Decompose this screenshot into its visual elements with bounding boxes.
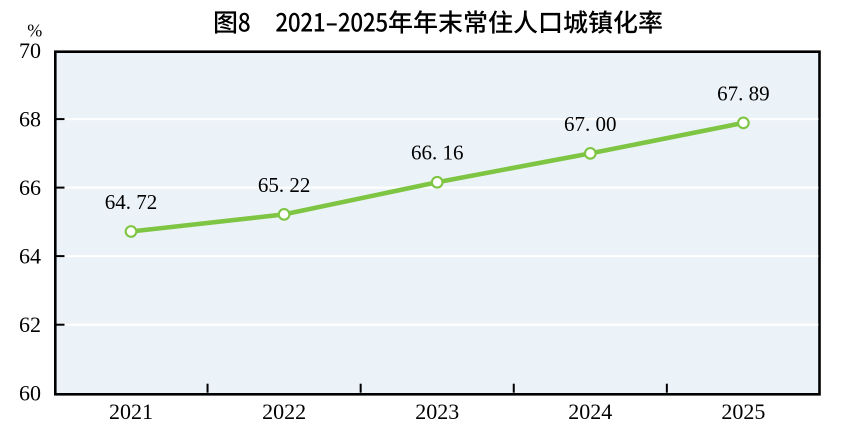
svg-text:%: % [27, 20, 42, 40]
svg-text:67. 00: 67. 00 [564, 112, 617, 136]
svg-text:64: 64 [19, 243, 41, 268]
svg-text:65. 22: 65. 22 [258, 173, 311, 197]
svg-text:2025: 2025 [721, 399, 765, 424]
svg-text:2024: 2024 [568, 399, 612, 424]
svg-text:64. 72: 64. 72 [105, 190, 158, 214]
svg-text:66. 16: 66. 16 [411, 141, 464, 165]
svg-text:62: 62 [19, 312, 41, 337]
svg-text:2021: 2021 [109, 399, 153, 424]
svg-text:68: 68 [19, 106, 41, 131]
svg-text:66: 66 [19, 175, 41, 200]
svg-text:60: 60 [19, 380, 41, 405]
svg-text:2022: 2022 [262, 399, 306, 424]
svg-text:67. 89: 67. 89 [717, 81, 770, 105]
svg-text:70: 70 [19, 38, 41, 63]
svg-text:2023: 2023 [415, 399, 459, 424]
